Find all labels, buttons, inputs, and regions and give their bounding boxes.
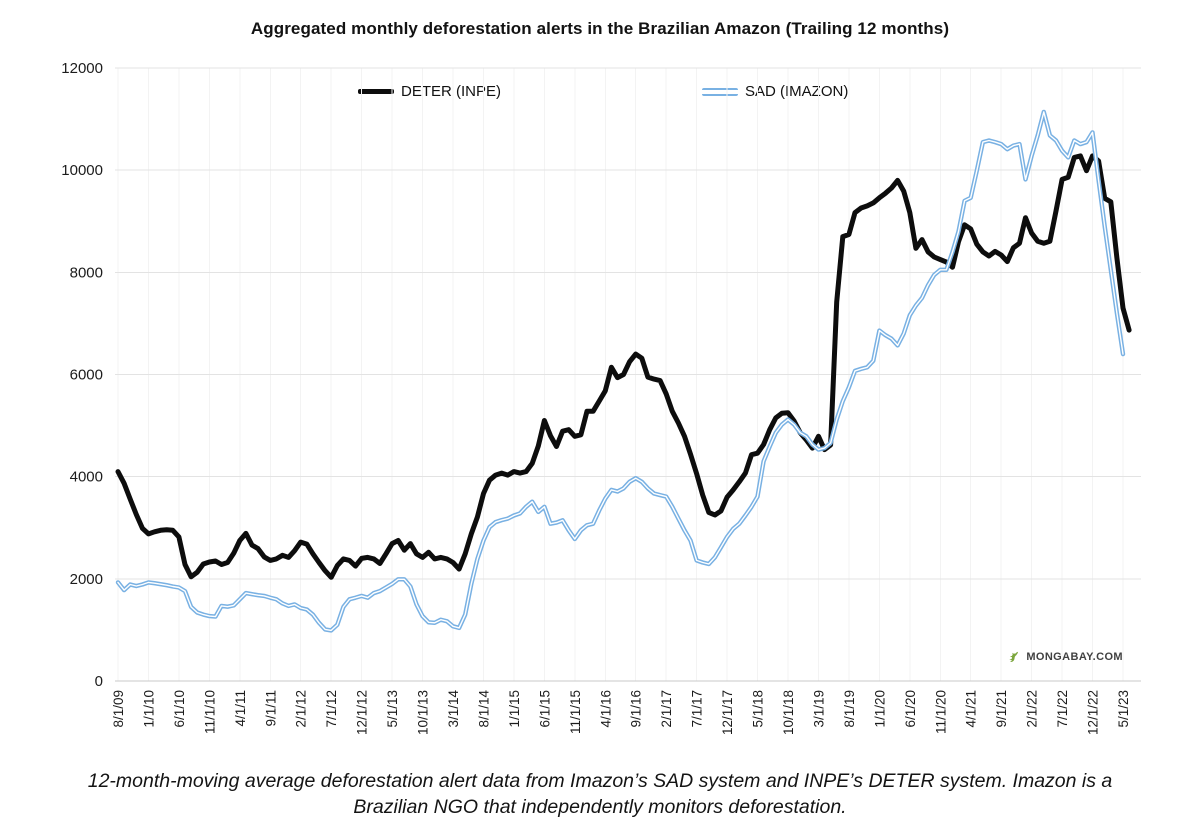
x-tick-label: 6/1/10 [172, 690, 187, 728]
chart-title: Aggregated monthly deforestation alerts … [250, 19, 950, 38]
x-tick-label: 6/1/20 [903, 690, 918, 728]
x-tick-label: 11/1/20 [933, 690, 948, 734]
x-tick-label: 11/1/15 [568, 690, 583, 734]
x-tick-label: 4/1/11 [233, 690, 248, 727]
branding: MONGABAY.COM [1007, 650, 1123, 664]
y-tick-label: 2000 [70, 571, 103, 588]
legend-item-deter: DETER (INPE) [358, 83, 501, 100]
x-tick-label: 1/1/20 [872, 690, 887, 728]
caption: 12-month-moving average deforestation al… [87, 770, 1113, 818]
x-tick-label: 5/1/18 [751, 690, 766, 728]
y-tick-label: 4000 [70, 469, 103, 486]
x-tick-label: 3/1/14 [446, 690, 461, 728]
x-tick-label: 6/1/15 [537, 690, 552, 728]
x-tick-label: 12/1/22 [1086, 690, 1101, 735]
x-tick-label: 8/1/14 [476, 690, 491, 728]
legend-label-deter: DETER (INPE) [401, 83, 502, 100]
x-tick-label: 10/1/18 [781, 690, 796, 735]
x-tick-label: 3/1/19 [811, 690, 826, 728]
x-tick-label: 4/1/21 [964, 690, 979, 728]
deter-line-swatch [358, 89, 394, 94]
x-tick-label: 4/1/16 [598, 690, 613, 728]
gecko-icon [1007, 650, 1021, 664]
x-tick-label: 7/1/22 [1055, 690, 1070, 728]
x-tick-label: 5/1/13 [385, 690, 400, 728]
x-tick-label: 5/1/23 [1116, 690, 1131, 728]
legend-item-sad: SAD (IMAZON) [702, 83, 848, 100]
x-tick-label: 12/1/17 [720, 690, 735, 735]
y-tick-label: 0 [95, 673, 103, 690]
x-tick-label: 8/1/19 [842, 690, 857, 728]
x-tick-label: 10/1/13 [416, 690, 431, 735]
x-tick-label: 9/1/11 [263, 690, 278, 727]
x-tick-label: 1/1/15 [507, 690, 522, 728]
x-tick-label: 7/1/17 [690, 690, 705, 728]
y-tick-label: 8000 [70, 264, 103, 281]
y-tick-label: 6000 [70, 367, 103, 384]
x-tick-label: 1/1/10 [141, 690, 156, 728]
branding-text: MONGABAY.COM [1026, 651, 1123, 663]
x-tick-label: 7/1/12 [324, 690, 339, 728]
x-tick-label: 9/1/21 [994, 690, 1009, 728]
y-tick-label: 12000 [61, 60, 103, 77]
x-tick-label: 2/1/22 [1025, 690, 1040, 728]
sad-line-swatch [702, 87, 738, 96]
x-tick-label: 2/1/17 [659, 690, 674, 728]
x-tick-label: 2/1/12 [294, 690, 309, 728]
x-tick-label: 12/1/12 [355, 690, 370, 735]
y-tick-label: 10000 [61, 162, 103, 179]
x-tick-label: 11/1/10 [202, 690, 217, 734]
sad-line-core [117, 111, 1124, 632]
x-tick-label: 8/1/09 [111, 690, 126, 728]
x-tick-label: 9/1/16 [629, 690, 644, 728]
legend-label-sad: SAD (IMAZON) [745, 83, 849, 100]
deter-line [115, 153, 1132, 580]
